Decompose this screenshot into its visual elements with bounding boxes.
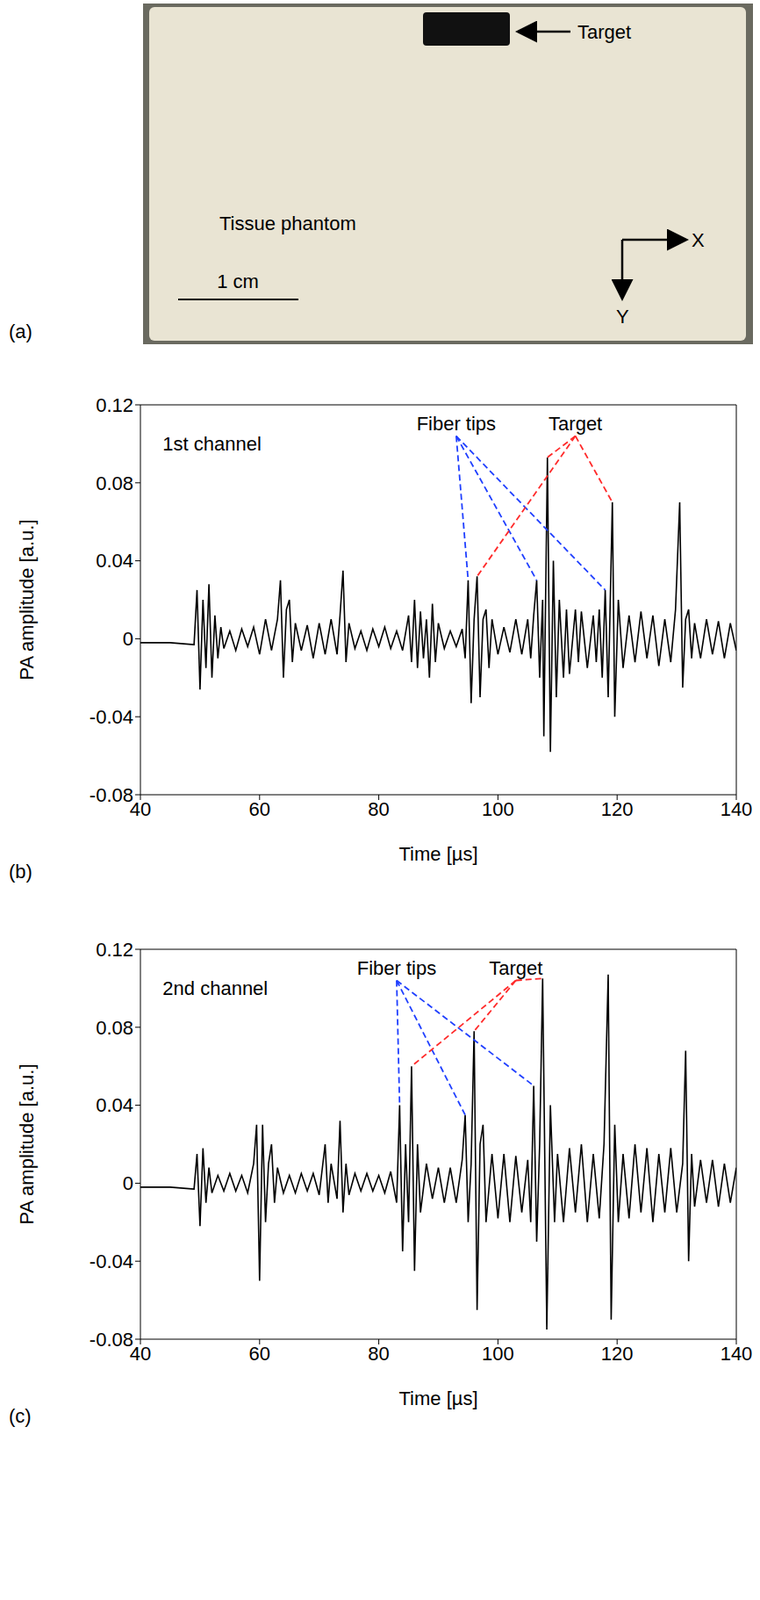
svg-text:Target: Target: [548, 412, 603, 435]
svg-text:-0.04: -0.04: [89, 705, 134, 728]
svg-text:0.04: 0.04: [95, 549, 134, 572]
svg-text:140: 140: [720, 1341, 753, 1364]
svg-text:-0.08: -0.08: [89, 783, 134, 806]
svg-text:0.12: 0.12: [95, 394, 134, 416]
svg-text:Time [µs]: Time [µs]: [398, 1386, 478, 1409]
svg-text:40: 40: [129, 1341, 152, 1364]
svg-text:X: X: [691, 229, 705, 251]
svg-text:PA amplitude [a.u.]: PA amplitude [a.u.]: [15, 1062, 38, 1224]
html-text:(c): (c): [8, 1404, 32, 1427]
html-text:(b): (b): [8, 860, 33, 882]
svg-text:60: 60: [249, 797, 271, 820]
svg-text:140: 140: [720, 797, 753, 820]
svg-text:120: 120: [601, 1341, 634, 1364]
svg-text:100: 100: [481, 1341, 515, 1364]
svg-text:0.08: 0.08: [95, 472, 134, 495]
svg-text:40: 40: [129, 797, 152, 820]
svg-text:0: 0: [122, 627, 134, 650]
svg-text:100: 100: [481, 797, 515, 820]
svg-text:0.12: 0.12: [95, 938, 134, 961]
svg-text:2nd channel: 2nd channel: [162, 976, 268, 999]
svg-text:Time [µs]: Time [µs]: [398, 842, 478, 865]
svg-text:60: 60: [249, 1341, 271, 1364]
svg-text:120: 120: [601, 797, 634, 820]
svg-text:(a): (a): [8, 320, 33, 343]
svg-text:80: 80: [367, 797, 389, 820]
svg-text:Fiber tips: Fiber tips: [357, 956, 437, 979]
svg-text:Tissue phantom: Tissue phantom: [219, 212, 357, 235]
svg-text:1st channel: 1st channel: [162, 432, 262, 455]
svg-text:Fiber tips: Fiber tips: [416, 412, 496, 435]
svg-text:80: 80: [367, 1341, 389, 1364]
svg-text:0: 0: [122, 1171, 134, 1194]
svg-text:-0.08: -0.08: [89, 1327, 134, 1350]
svg-text:Target: Target: [488, 956, 543, 979]
svg-text:Target: Target: [577, 21, 631, 44]
svg-text:0.04: 0.04: [95, 1093, 134, 1116]
svg-text:-0.04: -0.04: [89, 1249, 134, 1272]
svg-text:1 cm: 1 cm: [216, 270, 259, 293]
svg-text:Y: Y: [616, 305, 630, 328]
svg-text:0.08: 0.08: [95, 1016, 134, 1039]
svg-text:PA amplitude [a.u.]: PA amplitude [a.u.]: [15, 518, 38, 680]
